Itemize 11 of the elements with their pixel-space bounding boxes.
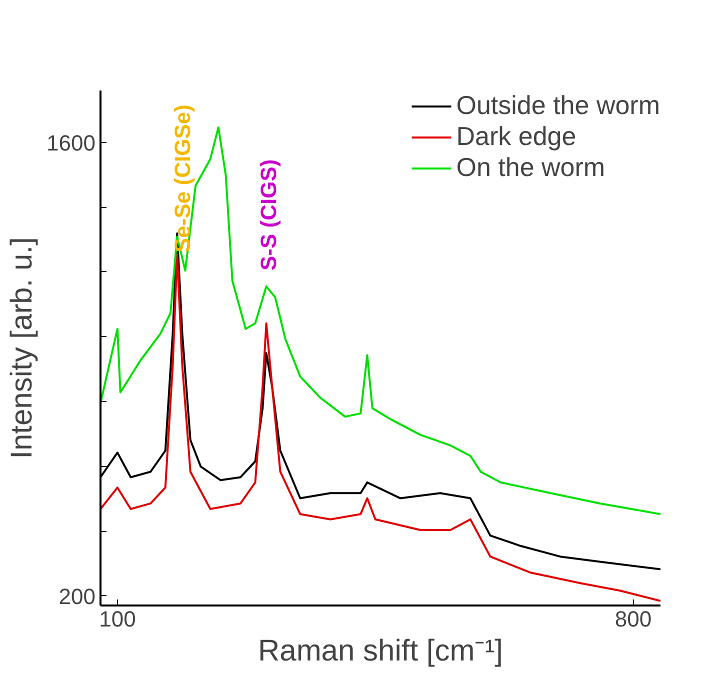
legend-label: On the worm [456,152,606,183]
x-tick-label: 800 [614,606,652,632]
legend-label: Outside the worm [456,90,660,121]
y-axis-title: Intensity [arb. u.] [6,237,39,459]
annotation: Se-Se (CIGSe) [170,104,195,252]
x-tick-label: 100 [99,606,136,632]
x-axis-title: Raman shift [cm⁻¹] [258,634,504,668]
legend-label: Dark edge [456,121,576,152]
annotation: S-S (CIGS) [256,159,281,270]
y-tick-label: 1600 [46,130,96,156]
y-tick-label: 200 [58,584,96,609]
